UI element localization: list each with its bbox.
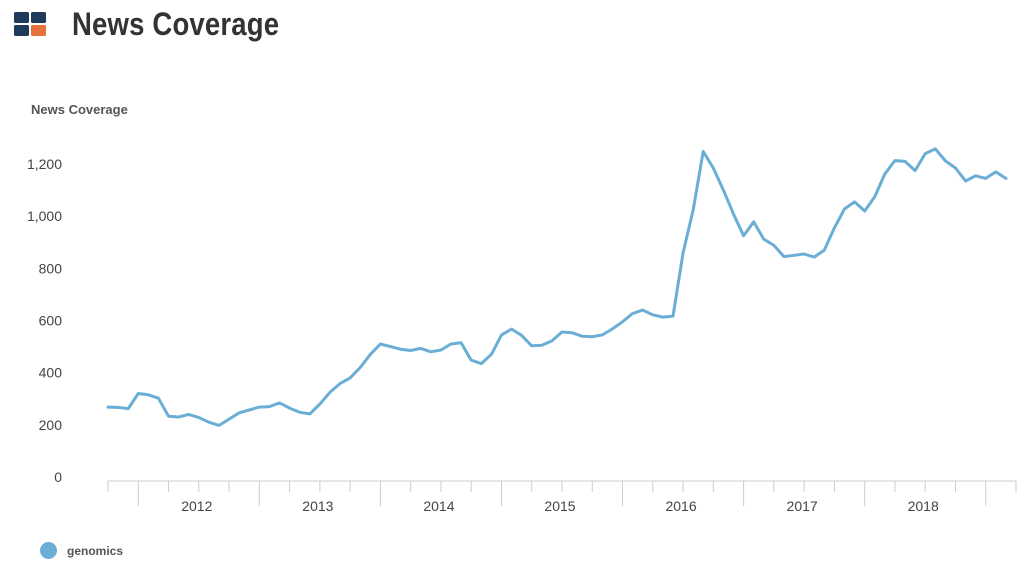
x-tick-label: 2015 [544, 498, 575, 514]
y-tick-label: 800 [39, 260, 63, 276]
legend-label-genomics: genomics [67, 543, 124, 558]
y-axis-ticks: 0 200 400 600 800 1,000 1,200 [27, 156, 62, 485]
page-header: News Coverage [14, 6, 313, 42]
x-axis-labels: 20122013201420152016201720182019 [181, 498, 939, 514]
x-tick-label: 2014 [423, 498, 454, 514]
y-tick-label: 200 [39, 417, 63, 433]
y-tick-label: 0 [54, 469, 62, 485]
legend-swatch-genomics [40, 542, 57, 559]
chart-series [106, 147, 1008, 427]
chart-legend: genomics [40, 542, 123, 559]
x-tick-label: 2016 [665, 498, 696, 514]
x-tick-label: 2018 [908, 498, 939, 514]
x-axis [107, 480, 1017, 506]
brand-logo-icon [14, 12, 46, 36]
page-title: News Coverage [72, 5, 280, 42]
x-tick-label: 2012 [181, 498, 212, 514]
y-tick-label: 600 [39, 313, 63, 329]
x-tick-label: 2017 [787, 498, 818, 514]
y-tick-label: 1,200 [27, 156, 62, 172]
y-tick-label: 1,000 [27, 208, 62, 224]
series-line-genomics [106, 147, 1008, 427]
y-axis-title: News Coverage [31, 102, 128, 117]
x-tick-label: 2013 [302, 498, 333, 514]
y-tick-label: 400 [39, 365, 63, 381]
